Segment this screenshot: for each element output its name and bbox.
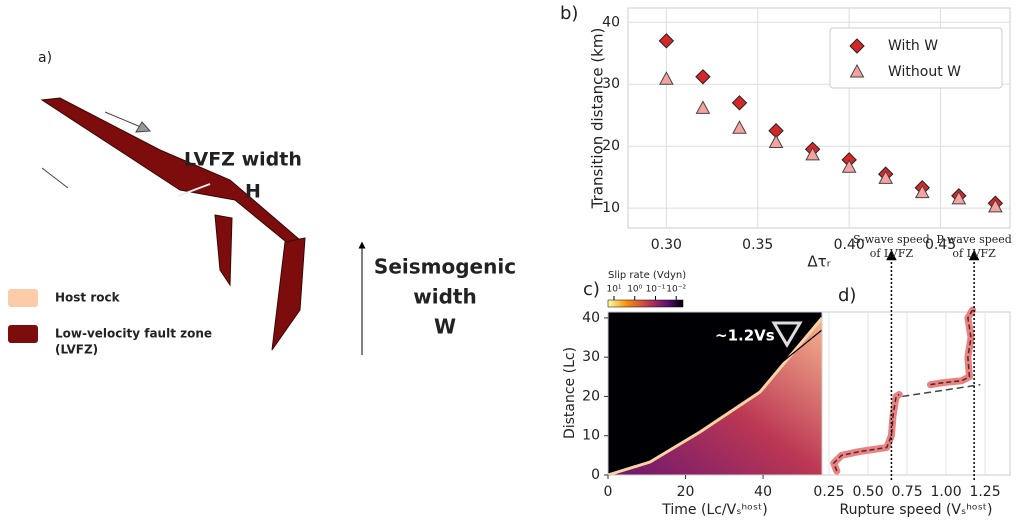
legend-label: Host rock	[55, 291, 121, 305]
annotation: of LVFZ	[870, 247, 914, 260]
colorbar-tick-label: 10⁻¹	[646, 285, 666, 295]
speed-curve-dash	[930, 309, 974, 386]
colorbar-tick-label: 10⁻²	[666, 285, 686, 295]
fault-diagram	[40, 97, 366, 355]
annotation: P-wave speed	[936, 233, 1011, 246]
panel-label: a)	[38, 50, 52, 66]
annotation: W	[434, 315, 456, 339]
x-tick-label: 1.25	[969, 484, 1000, 500]
x-axis-title: Δτᵣ	[807, 253, 830, 271]
x-axis-title: Time (Lc/Vₛʰᵒˢᵗ)	[661, 502, 767, 518]
marker	[841, 159, 857, 173]
x-tick-label: 0.45	[925, 237, 956, 253]
marker	[805, 146, 820, 161]
y-axis-title: Distance (Lc)	[562, 347, 578, 439]
x-tick-label: 20	[677, 484, 695, 500]
y-axis-title: Transition distance (km)	[589, 28, 607, 210]
y-tick-label: 30	[602, 76, 620, 92]
marker	[878, 170, 894, 184]
marker	[695, 100, 711, 114]
panel-label: d)	[838, 285, 856, 306]
x-tick-label: 0.35	[742, 237, 773, 253]
legend-swatch	[8, 325, 38, 343]
marker	[731, 95, 748, 111]
annotation: LVFZ width	[184, 149, 302, 171]
marker	[659, 71, 674, 85]
x-tick-label: 0.30	[651, 237, 682, 253]
y-tick-label: 30	[582, 349, 600, 365]
y-tick-label: 0	[591, 467, 600, 483]
colorbar-title: Slip rate (Vdyn)	[608, 270, 686, 281]
legend-marker	[849, 63, 865, 78]
panel-label: b)	[560, 3, 578, 24]
y-tick-label: 40	[602, 14, 620, 30]
legend-marker	[849, 38, 865, 54]
marker	[988, 198, 1003, 213]
x-tick-label: 0.75	[891, 484, 922, 500]
connector	[902, 383, 981, 398]
x-tick-label: 0.25	[813, 484, 844, 500]
x-tick-label: 0.40	[834, 237, 865, 253]
y-tick-label: 10	[602, 200, 620, 216]
legend-label: With W	[888, 38, 938, 54]
annotation: Seismogenic	[374, 255, 516, 279]
marker	[951, 190, 967, 205]
legend-label: Without W	[888, 64, 961, 80]
annotation: of LVFZ	[952, 247, 996, 260]
legend-label: (LVFZ)	[55, 343, 98, 357]
legend-box	[829, 27, 1003, 89]
speed-curve-dash	[832, 393, 900, 472]
legend-swatch	[8, 289, 38, 307]
y-tick-label: 20	[582, 388, 600, 404]
x-axis-title: Rupture speed (Vₛʰᵒˢᵗ)	[839, 502, 992, 518]
x-tick-label: 0.50	[852, 484, 883, 500]
legend-label: Low-velocity fault zone	[55, 327, 212, 341]
annotation: S-wave speed	[853, 233, 930, 246]
colorbar-tick-label: 10⁰	[627, 285, 642, 295]
width-arrow	[177, 183, 211, 197]
annotation: width	[413, 285, 476, 309]
y-tick-label: 10	[582, 428, 600, 444]
marker	[695, 69, 711, 85]
annotation: H	[245, 181, 261, 203]
x-tick-label: 1.00	[930, 484, 961, 500]
colorbar-tick-label: 10¹	[606, 285, 621, 295]
panel-label: c)	[583, 279, 600, 300]
y-tick-label: 40	[582, 310, 600, 326]
marker	[914, 184, 930, 199]
heatmap-image	[607, 299, 824, 477]
y-tick-label: 20	[602, 138, 620, 154]
marker	[732, 120, 747, 134]
marker	[768, 134, 784, 148]
x-tick-label: 40	[754, 484, 772, 500]
marker	[658, 33, 675, 49]
plot-area	[821, 311, 1011, 476]
x-tick-label: 0	[604, 484, 613, 500]
annotation: ~1.2Vs	[715, 327, 775, 345]
arrow	[41, 167, 69, 189]
